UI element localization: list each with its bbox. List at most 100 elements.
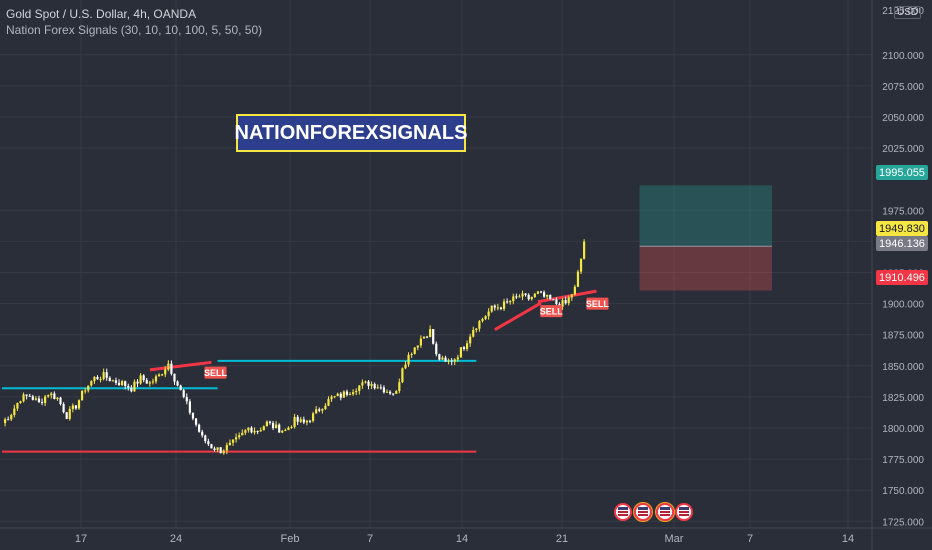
candle-body: [13, 408, 16, 415]
candle-body: [573, 286, 576, 295]
candle-body: [31, 396, 34, 400]
candle-body: [348, 394, 352, 396]
stop-loss-price-tag: 1910.496: [876, 270, 928, 285]
candle-body: [268, 421, 272, 423]
candle-body: [564, 300, 567, 304]
y-tick-label-top: 2125.000: [882, 6, 924, 17]
candle-body: [570, 294, 573, 298]
x-tick-label: 14: [842, 533, 854, 545]
candle-body: [367, 381, 370, 386]
take-profit-price-tag: 1995.055: [876, 165, 928, 180]
stop-loss-zone[interactable]: [639, 246, 772, 291]
sell-signal-label[interactable]: SELL: [586, 297, 610, 310]
candle-body: [71, 405, 74, 409]
event-markers: [614, 502, 693, 522]
candle-body: [28, 395, 31, 397]
candle-body: [567, 297, 570, 304]
candle-body: [136, 381, 139, 384]
trend-line[interactable]: [537, 289, 597, 304]
candle-body: [336, 393, 339, 397]
candle-body: [376, 387, 379, 389]
candle-body: [19, 401, 22, 404]
candle-body: [438, 354, 441, 360]
sell-signal-label[interactable]: SELL: [540, 305, 564, 318]
candle-body: [478, 321, 481, 329]
level-lines: [2, 289, 597, 453]
candle-body: [96, 376, 99, 380]
candle-body: [231, 439, 235, 443]
candle-body: [345, 391, 349, 395]
candle-body: [170, 363, 173, 374]
candle-body: [191, 412, 195, 419]
candle-body: [583, 241, 586, 259]
candle-body: [546, 294, 549, 297]
candle-body: [453, 359, 456, 362]
candle-body: [222, 450, 225, 454]
candle-body: [293, 416, 296, 427]
x-tick-label: 7: [367, 533, 373, 545]
candle-body: [25, 394, 28, 396]
candle-body: [34, 398, 37, 400]
candle-body: [472, 329, 475, 337]
trend-line[interactable]: [149, 360, 212, 372]
candle-body: [459, 347, 463, 358]
symbol-title[interactable]: Gold Spot / U.S. Dollar, 4h, OANDA: [6, 7, 197, 21]
candle-body: [161, 374, 164, 376]
candle-body: [7, 419, 10, 421]
candle-body: [275, 424, 278, 429]
candle-body: [456, 357, 459, 360]
candle-body: [475, 328, 478, 330]
indicator-title[interactable]: Nation Forex Signals (30, 10, 10, 100, 5…: [6, 23, 263, 37]
candle-body: [296, 416, 299, 422]
x-tick-label: 21: [556, 533, 568, 545]
candle-body: [10, 414, 13, 420]
x-tick-label: 14: [456, 533, 468, 545]
candle-body: [487, 311, 490, 317]
take-profit-zone[interactable]: [639, 185, 772, 247]
candle-body: [392, 393, 395, 395]
candle-body: [422, 336, 426, 339]
candle-body: [330, 396, 333, 400]
currency-label[interactable]: USD: [894, 6, 922, 19]
trend-line[interactable]: [494, 301, 542, 332]
candle-body: [62, 404, 65, 413]
economic-event-icon[interactable]: [614, 503, 632, 521]
y-tick-label: 1875.000: [882, 331, 924, 342]
candle-body: [127, 385, 130, 388]
x-tick-label: 7: [747, 533, 753, 545]
y-tick-label: 2100.000: [882, 51, 924, 62]
candle-body: [154, 376, 158, 382]
candle-body: [499, 307, 503, 309]
candle-body: [536, 291, 540, 294]
y-tick-label: 1850.000: [882, 362, 924, 373]
candle-body: [290, 426, 293, 428]
candle-body: [179, 385, 182, 391]
candle-body: [124, 381, 127, 386]
candle-body: [579, 258, 583, 272]
x-tick-label: Feb: [281, 533, 300, 545]
candle-body: [265, 421, 268, 427]
candle-body: [416, 345, 419, 348]
candle-body: [74, 405, 78, 409]
candle-body: [521, 293, 524, 297]
candle-body: [311, 413, 315, 421]
economic-event-icon[interactable]: [675, 503, 693, 521]
candle-body: [518, 296, 521, 298]
candle-body: [256, 430, 259, 432]
candle-body: [506, 301, 509, 303]
candle-body: [318, 409, 321, 411]
economic-event-icon[interactable]: [655, 502, 675, 522]
candle-body: [105, 372, 108, 378]
candle-body: [533, 293, 536, 297]
economic-event-icon[interactable]: [633, 502, 653, 522]
candle-body: [278, 424, 281, 433]
candle-body: [16, 403, 19, 409]
candle-body: [395, 390, 398, 394]
candle-body: [561, 300, 564, 307]
sell-signal-text: SELL: [204, 368, 228, 378]
candle-body: [90, 381, 93, 386]
candles: [3, 239, 586, 455]
candle-body: [117, 382, 121, 385]
sell-signal-label[interactable]: SELL: [204, 366, 228, 379]
